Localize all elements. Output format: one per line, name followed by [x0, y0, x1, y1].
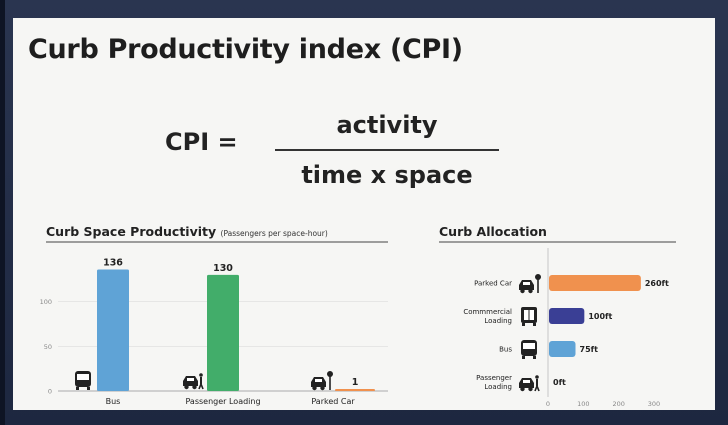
x-tick-label: 0	[546, 400, 550, 408]
bus-window	[77, 374, 89, 380]
truck-wheel	[522, 323, 525, 326]
bus-wheel	[76, 387, 79, 390]
truck-wheel	[533, 323, 536, 326]
category-label: Loading	[484, 383, 512, 391]
category-label: Loading	[484, 317, 512, 325]
bar-value-label: 130	[213, 263, 233, 274]
category-label: Passenger	[476, 374, 512, 382]
bar	[549, 308, 585, 324]
x-tick-label: Bus	[106, 397, 121, 406]
person-head	[199, 373, 203, 377]
y-tick-label: 100	[40, 298, 52, 306]
screen-edge	[0, 0, 5, 425]
slide: Curb Productivity index (CPI) CPI = acti…	[13, 18, 715, 410]
curb-productivity-chart: 0 50 100 136 Bus 130 Passenger Loading 1 Parked …	[40, 241, 388, 406]
chart1-subtitle: (Passengers per space-hour)	[220, 229, 328, 238]
bus-icon	[521, 340, 537, 359]
formula-numerator: activity	[336, 111, 438, 139]
bus-icon	[75, 371, 91, 390]
category-label: Commmercial	[463, 308, 512, 316]
person-leg	[200, 383, 204, 390]
x-tick-label: 200	[612, 400, 624, 408]
bar	[335, 389, 375, 391]
chart1-title-text: Curb Space Productivity	[46, 224, 217, 239]
car-passenger-icon	[519, 375, 540, 392]
person-leg	[536, 385, 540, 392]
x-tick-label: 300	[648, 400, 660, 408]
meter-head	[327, 371, 333, 377]
bar	[207, 274, 239, 391]
chart1-title: Curb Space Productivity (Passengers per …	[46, 224, 328, 239]
car-wheel	[192, 384, 197, 390]
bar	[97, 269, 129, 391]
meter-head	[535, 274, 541, 280]
bar-value-label: 260ft	[645, 279, 669, 288]
bar-value-label: 136	[103, 258, 123, 269]
truck-icon	[521, 307, 537, 326]
y-tick-label: 0	[48, 388, 52, 396]
car-window	[315, 379, 322, 382]
bar-value-label: 1	[352, 377, 359, 388]
car-window	[187, 378, 194, 381]
person-head	[535, 375, 539, 379]
category-label: Parked Car	[474, 280, 512, 288]
x-tick-label: Parked Car	[311, 397, 355, 406]
bus-wheel	[533, 356, 536, 359]
chart2-title: Curb Allocation	[439, 224, 547, 239]
bus-wheel	[87, 387, 90, 390]
bar	[549, 341, 576, 357]
bar-value-label: 100ft	[588, 312, 612, 321]
car-wheel	[520, 288, 525, 294]
car-window	[523, 282, 530, 285]
formula-lhs: CPI =	[165, 128, 238, 156]
y-tick-label: 50	[44, 343, 52, 351]
slide-title: Curb Productivity index (CPI)	[28, 34, 463, 65]
parked-car-icon	[311, 371, 333, 391]
car-wheel	[184, 384, 189, 390]
category-label: Bus	[499, 346, 512, 354]
car-window	[523, 380, 530, 383]
bar-value-label: 75ft	[580, 345, 599, 354]
bar	[549, 275, 641, 291]
bus-window	[523, 343, 535, 349]
parked-car-icon	[519, 274, 541, 294]
bus-wheel	[522, 356, 525, 359]
formula-denominator: time x space	[301, 161, 473, 189]
car-wheel	[312, 385, 317, 391]
bar-value-label: 0ft	[553, 378, 566, 387]
x-tick-label: Passenger Loading	[185, 397, 260, 406]
x-tick-label: 100	[577, 400, 589, 408]
car-wheel	[320, 385, 325, 391]
car-passenger-icon	[183, 373, 204, 390]
car-wheel	[528, 386, 533, 392]
fraction-line	[275, 149, 499, 151]
car-wheel	[520, 386, 525, 392]
car-wheel	[528, 288, 533, 294]
